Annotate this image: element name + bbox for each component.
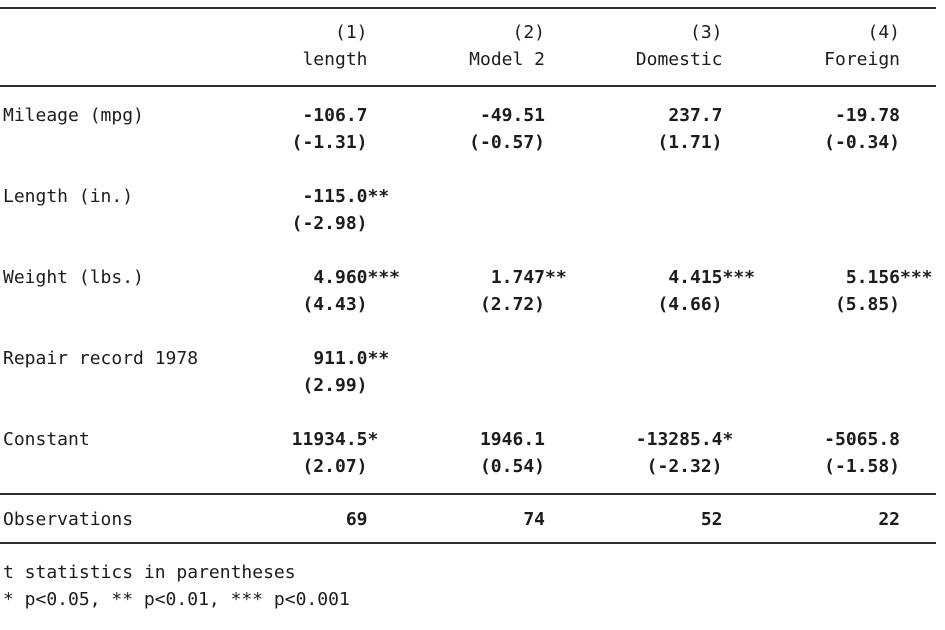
observations-value: 52 xyxy=(700,509,723,530)
coef-cell xyxy=(723,183,901,237)
table-row-weight: Weight (lbs.) 4.960*** (4.43) 1.747** (2… xyxy=(0,264,936,318)
table-row-repair: Repair record 1978 911.0** (2.99) xyxy=(0,345,936,399)
table-row-length: Length (in.) -115.0** (-2.98) xyxy=(0,183,936,237)
coefficient: -5065.8 xyxy=(824,429,900,450)
regression-table: (1) length (2) Model 2 (3) Domestic (4) … xyxy=(0,7,936,544)
coef-cell: -106.7 (-1.31) xyxy=(190,102,368,156)
observations-value: 22 xyxy=(878,509,900,530)
coefficient: -13285.4 xyxy=(635,429,723,450)
observations-value: 69 xyxy=(345,509,368,530)
coefficient: 4.960 xyxy=(313,267,368,288)
coefficient: 1946.1 xyxy=(479,429,545,450)
model-name: Foreign xyxy=(824,49,900,70)
coef-cell xyxy=(545,345,723,399)
column-header-3: (3) Domestic xyxy=(545,19,723,73)
coefficient: -49.51 xyxy=(479,105,545,126)
coefficient: 1.747 xyxy=(490,267,545,288)
table-row-mileage: Mileage (mpg) -106.7 (-1.31) -49.51 (-0.… xyxy=(0,102,936,156)
column-header-4: (4) Foreign xyxy=(723,19,900,73)
coef-cell xyxy=(368,345,546,399)
coefficient: 5.156 xyxy=(845,267,900,288)
t-statistic: (4.66) xyxy=(657,294,723,315)
model-name: Model 2 xyxy=(469,49,545,70)
observations-row: Observations 69 74 52 22 xyxy=(0,495,936,544)
coefficient: 237.7 xyxy=(668,105,723,126)
model-number: (4) xyxy=(867,22,900,43)
coefficient: -106.7 xyxy=(302,105,368,126)
coef-cell: 11934.5* (2.07) xyxy=(190,426,379,480)
t-statistic: (2.07) xyxy=(302,456,368,477)
t-statistic: (0.54) xyxy=(479,456,545,477)
coef-cell: -115.0** (-2.98) xyxy=(190,183,390,237)
t-statistic: (1.71) xyxy=(657,132,723,153)
coef-cell: 1.747** (2.72) xyxy=(368,264,567,318)
coef-cell: 237.7 (1.71) xyxy=(545,102,723,156)
coef-cell: 4.960*** (4.43) xyxy=(190,264,400,318)
t-statistic: (-0.34) xyxy=(824,132,900,153)
coef-cell xyxy=(545,183,723,237)
observations-value: 74 xyxy=(523,509,545,530)
coef-cell: -5065.8 (-1.58) xyxy=(723,426,900,480)
model-name: length xyxy=(302,49,368,70)
coefficient: 11934.5 xyxy=(291,429,368,450)
t-statistic: (-2.98) xyxy=(291,213,368,234)
coefficient: -115.0 xyxy=(302,186,368,207)
coef-cell: -49.51 (-0.57) xyxy=(368,102,545,156)
row-label: Repair record 1978 xyxy=(3,348,199,369)
column-header-1: (1) length xyxy=(190,19,368,73)
coef-cell xyxy=(723,345,901,399)
model-name: Domestic xyxy=(635,49,723,70)
model-number: (3) xyxy=(689,22,723,43)
column-header-2: (2) Model 2 xyxy=(368,19,545,73)
significance-legend: * p<0.05, ** p<0.01, *** p<0.001 xyxy=(3,589,350,610)
t-statistic: (-0.57) xyxy=(469,132,545,153)
coefficient: 4.415 xyxy=(668,267,723,288)
table-footnotes: t statistics in parentheses * p<0.05, **… xyxy=(0,544,945,613)
tstat-note: t statistics in parentheses xyxy=(3,562,296,583)
t-statistic: (2.72) xyxy=(479,294,545,315)
t-statistic: (5.85) xyxy=(834,294,900,315)
row-label: Length (in.) xyxy=(3,186,134,207)
model-number: (1) xyxy=(334,22,368,43)
t-statistic: (4.43) xyxy=(302,294,368,315)
coef-cell xyxy=(368,183,546,237)
t-statistic: (-1.58) xyxy=(824,456,900,477)
coef-cell: -19.78 (-0.34) xyxy=(723,102,900,156)
t-statistic: (-1.31) xyxy=(291,132,368,153)
model-number: (2) xyxy=(512,22,545,43)
coef-cell: 911.0** (2.99) xyxy=(190,345,389,399)
coefficient: 911.0 xyxy=(313,348,368,369)
t-statistic: (-2.32) xyxy=(646,456,723,477)
table-row-constant: Constant 11934.5* (2.07) 1946.1 (0.54) -… xyxy=(0,426,936,480)
coefficient: -19.78 xyxy=(834,105,900,126)
coef-cell: -13285.4* (-2.32) xyxy=(545,426,734,480)
observations-label: Observations xyxy=(3,509,134,530)
table-body: Mileage (mpg) -106.7 (-1.31) -49.51 (-0.… xyxy=(0,87,936,495)
coef-cell: 5.156*** (5.85) xyxy=(723,264,933,318)
row-label: Weight (lbs.) xyxy=(3,267,144,288)
t-statistic: (2.99) xyxy=(302,375,368,396)
header-spacer xyxy=(0,19,190,73)
coef-cell: 1946.1 (0.54) xyxy=(368,426,545,480)
row-label: Mileage (mpg) xyxy=(3,105,144,126)
table-header: (1) length (2) Model 2 (3) Domestic (4) … xyxy=(0,9,936,87)
row-label: Constant xyxy=(3,429,90,450)
coef-cell: 4.415*** (4.66) xyxy=(545,264,755,318)
